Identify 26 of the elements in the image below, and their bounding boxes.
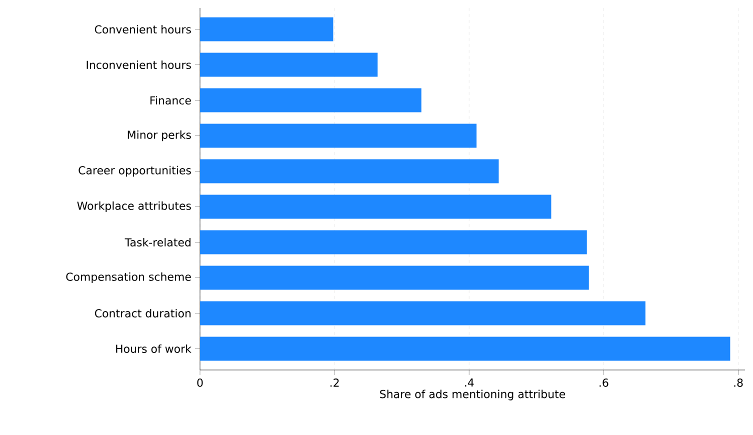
bar — [200, 336, 730, 361]
x-tick-label: .6 — [600, 378, 608, 387]
x-tick-label: 0 — [197, 378, 203, 387]
x-tick-label: .4 — [465, 378, 474, 387]
bar — [200, 194, 552, 219]
bar — [200, 88, 422, 112]
x-tick-label: .2 — [330, 378, 339, 387]
x-axis-title: Share of ads mentioning attribute — [380, 390, 566, 400]
y-tick-label: Inconvenient hours — [86, 60, 191, 70]
bar — [200, 266, 589, 290]
x-tick-label: .8 — [734, 378, 743, 387]
bar — [200, 52, 378, 77]
y-tick-label: Convenient hours — [94, 25, 191, 34]
y-tick-label: Hours of work — [116, 344, 192, 353]
bar — [200, 230, 587, 254]
y-tick-label: Career opportunities — [78, 166, 191, 177]
bar — [200, 301, 646, 326]
y-tick-label: Contract duration — [94, 308, 191, 318]
y-tick-label: Minor perks — [128, 130, 191, 142]
y-tick-label: Task-related — [124, 238, 190, 246]
y-tick-label: Finance — [150, 96, 191, 105]
bar — [200, 124, 477, 148]
y-tick-label: Compensation scheme — [66, 272, 191, 284]
bar — [200, 159, 499, 184]
bar — [200, 17, 334, 42]
y-tick-label: Workplace attributes — [77, 201, 191, 212]
